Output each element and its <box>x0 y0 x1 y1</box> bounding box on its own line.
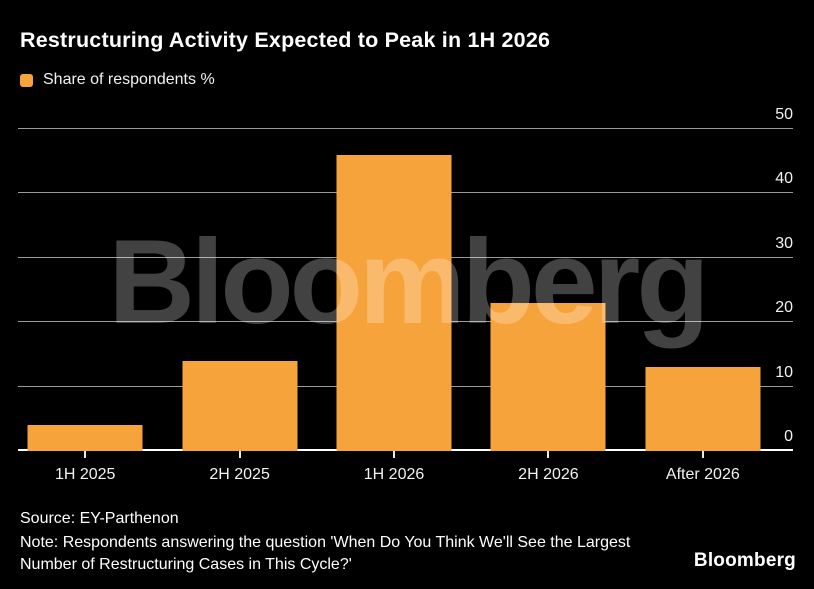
x-tick-3 <box>393 451 396 458</box>
bar-after-2026 <box>645 367 761 451</box>
bar-band-2 <box>162 129 316 451</box>
tick-band-2 <box>162 451 316 458</box>
bar-2h-2026 <box>490 302 606 451</box>
y-tick-label-10: 10 <box>775 363 793 381</box>
note-text: Note: Respondents answering the question… <box>20 534 631 573</box>
bar-1h-2026 <box>336 154 452 451</box>
legend-swatch-icon <box>20 73 33 87</box>
bar-band-1 <box>8 129 162 451</box>
gridline-50 <box>18 128 793 129</box>
y-tick-label-0: 0 <box>784 428 793 445</box>
legend-label: Share of respondents % <box>43 71 215 88</box>
bar-series <box>8 129 780 451</box>
legend: Share of respondents % <box>20 71 215 89</box>
tick-band-1 <box>8 451 162 458</box>
bar-band-4 <box>471 129 625 451</box>
bar-band-5 <box>626 129 780 451</box>
bar-band-3 <box>317 129 471 451</box>
x-label-1h-2025: 1H 2025 <box>54 466 116 483</box>
y-tick-label-40: 40 <box>775 170 793 188</box>
source-text: Source: EY-Parthenon <box>20 510 179 527</box>
bloomberg-logo: Bloomberg <box>693 550 796 571</box>
tick-band-3 <box>317 451 471 458</box>
y-tick-label-20: 20 <box>775 299 793 317</box>
bar-2h-2025 <box>182 360 298 451</box>
y-tick-label-50: 50 <box>775 106 793 123</box>
y-tick-label-30: 30 <box>775 234 793 252</box>
x-label-2h-2026: 2H 2026 <box>518 466 579 483</box>
x-label-after-2026: After 2026 <box>665 466 740 483</box>
x-axis-ticks <box>8 451 780 458</box>
tick-band-5 <box>626 451 780 458</box>
x-tick-1 <box>84 451 87 458</box>
bar-1h-2025 <box>27 425 143 451</box>
x-tick-5 <box>701 451 704 458</box>
x-tick-2 <box>238 451 241 458</box>
tick-band-4 <box>471 451 625 458</box>
x-tick-4 <box>547 451 550 458</box>
x-axis-labels: 1H 2025 2H 2025 1H 2026 2H 2026 After 2026 <box>8 466 780 484</box>
chart-title: Restructuring Activity Expected to Peak … <box>20 28 551 52</box>
x-label-2h-2025: 2H 2025 <box>209 466 270 483</box>
x-label-1h-2026: 1H 2026 <box>363 466 425 483</box>
